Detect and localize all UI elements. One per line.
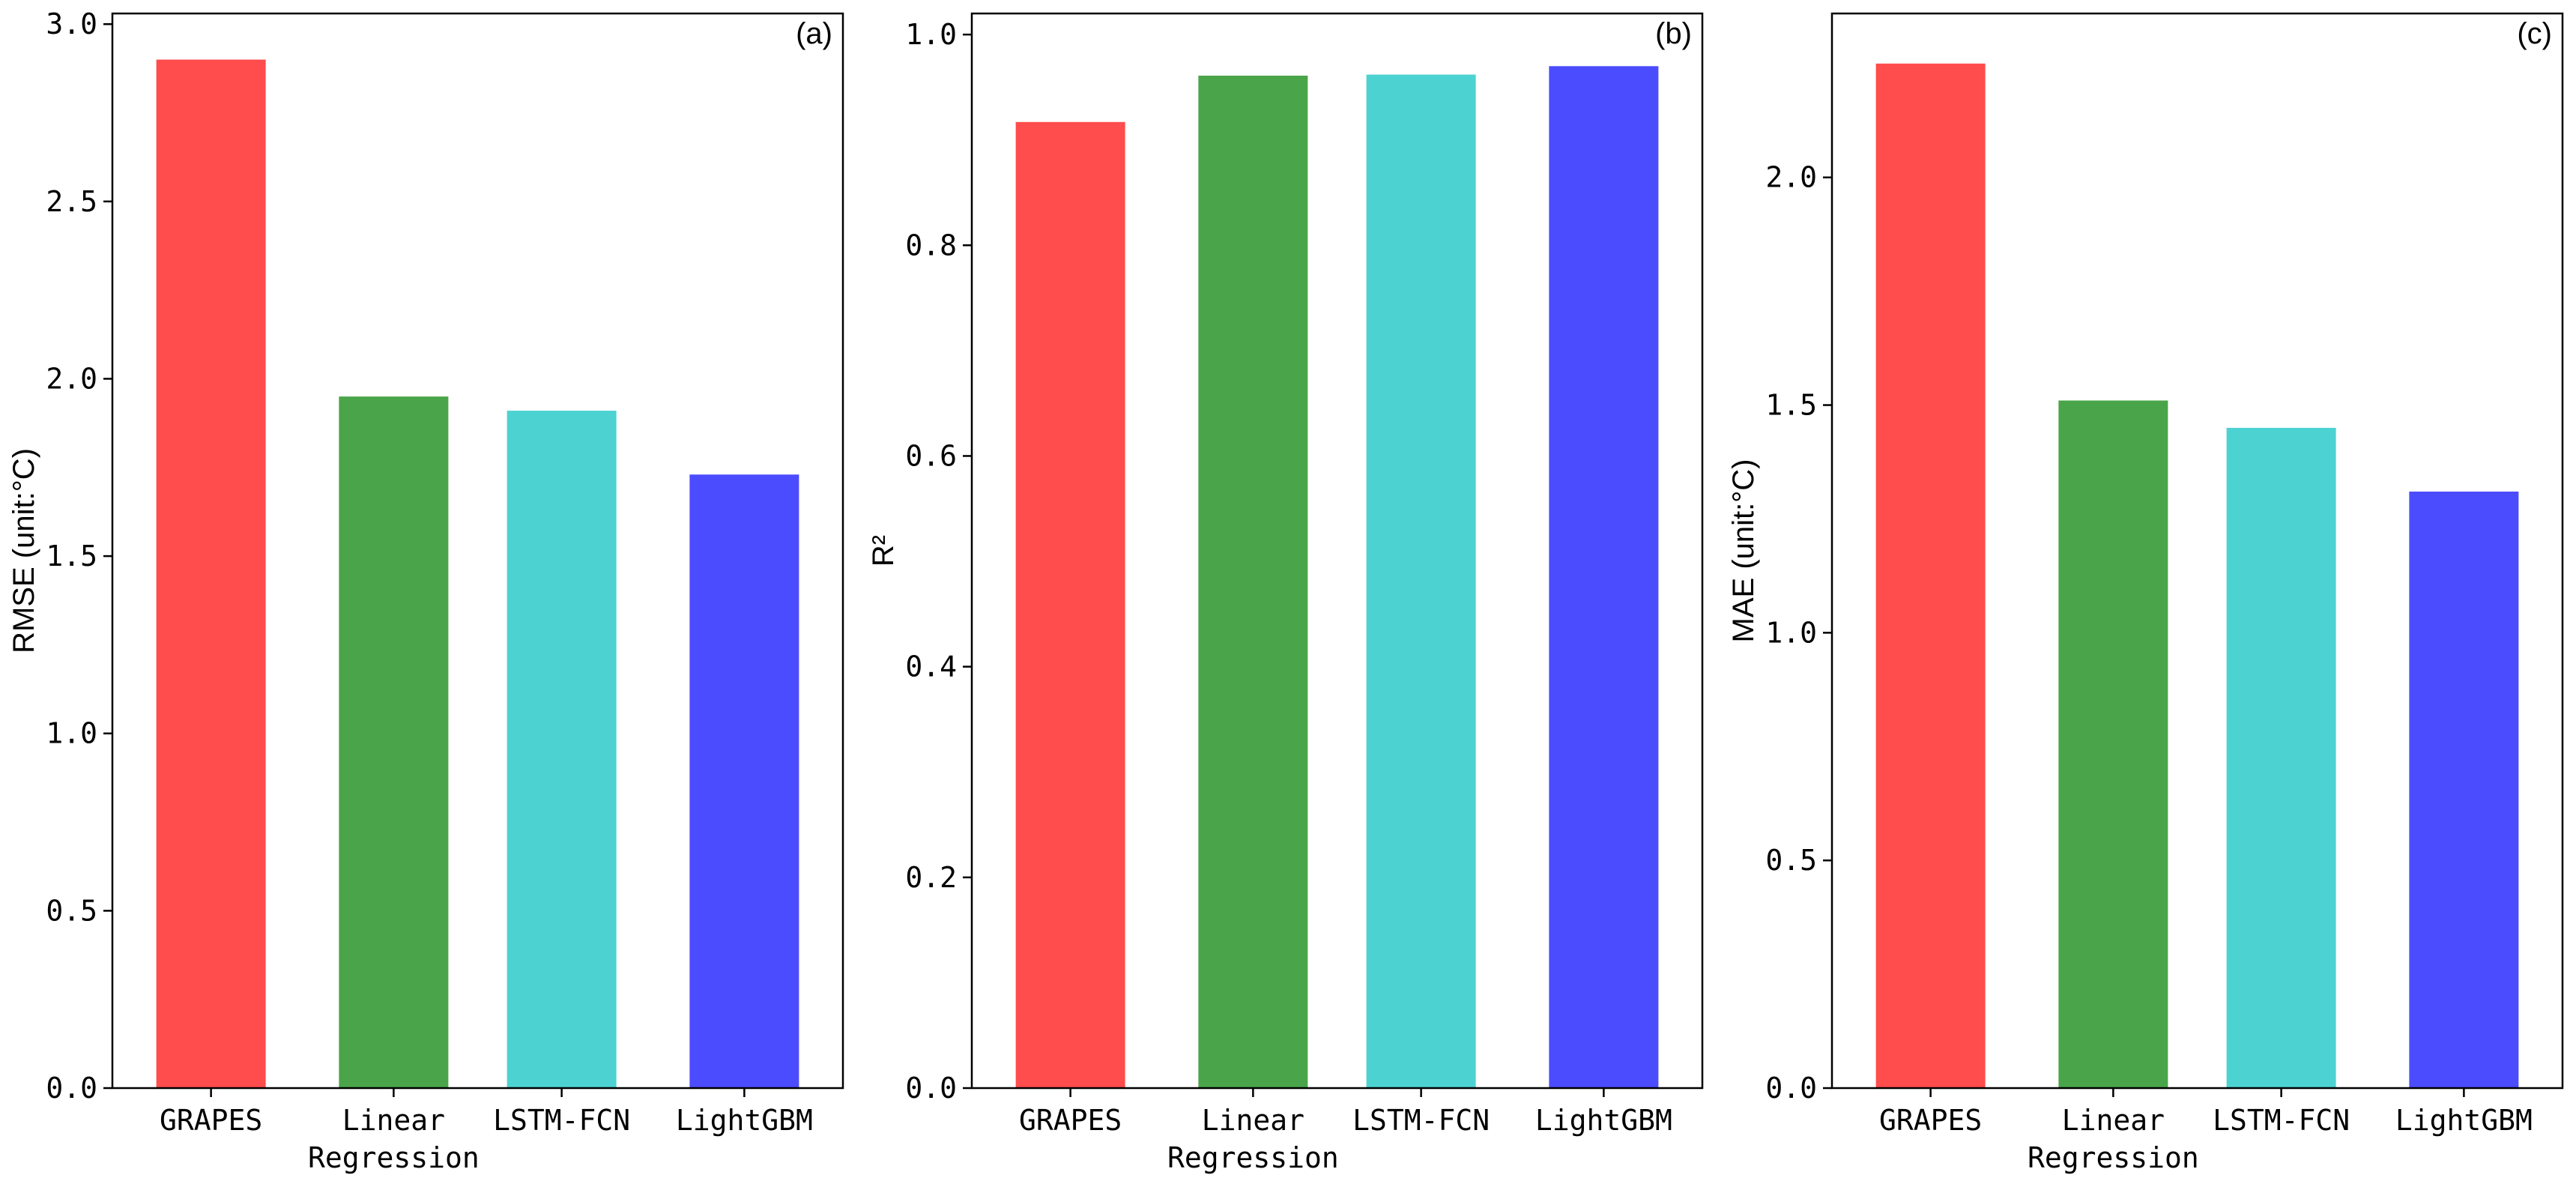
- bar-linear: [339, 396, 449, 1088]
- y-tick-label: 0.8: [905, 229, 957, 262]
- y-tick-label: 0.4: [905, 650, 957, 683]
- x-tick-label: LightGBM: [676, 1104, 813, 1137]
- y-axis-label: R²: [867, 535, 900, 567]
- y-tick-label: 1.0: [905, 18, 957, 51]
- y-tick-label: 0.0: [905, 1072, 957, 1105]
- y-tick-label: 3.0: [46, 7, 97, 40]
- bar-grapes: [1875, 63, 1986, 1088]
- y-axis-label: MAE (unit:°C): [1727, 459, 1760, 643]
- x-tick-label: LightGBM: [2395, 1104, 2533, 1137]
- y-tick-label: 0.0: [1765, 1072, 1817, 1105]
- y-tick-label: 1.5: [1765, 389, 1817, 422]
- panel-label-c: (c): [2517, 17, 2552, 50]
- bar-linear: [1198, 75, 1308, 1089]
- plot-frame: [970, 12, 1704, 1090]
- x-tick-label: LSTM-FCN: [2213, 1104, 2350, 1137]
- x-tick-label-line2: Regression: [308, 1141, 480, 1174]
- panel-a: 0.0 0.5 1.0 1.5 2.0 2.5 3.0 GRAPES Linear Regress…: [7, 7, 844, 1174]
- bar-lightgbm: [2409, 492, 2519, 1088]
- x-tick-label-line2: Regression: [1167, 1141, 1339, 1174]
- bar-grapes: [1015, 121, 1125, 1088]
- bar-lightgbm: [1549, 66, 1659, 1089]
- bar-linear: [2058, 400, 2168, 1088]
- x-tick-label: Linear: [342, 1104, 445, 1137]
- y-tick-label: 0.2: [905, 861, 957, 894]
- y-tick-label: 1.0: [1765, 616, 1817, 649]
- plot-frame: [1830, 12, 2564, 1090]
- x-tick-label: Linear: [1202, 1104, 1304, 1137]
- y-tick-label: 0.0: [46, 1072, 97, 1105]
- x-tick-label: GRAPES: [1879, 1104, 1982, 1137]
- panel-label-a: (a): [796, 17, 832, 50]
- x-tick-label: LSTM-FCN: [1352, 1104, 1490, 1137]
- y-tick-label: 0.6: [905, 439, 957, 472]
- x-tick-label: LightGBM: [1535, 1104, 1672, 1137]
- x-tick-label: GRAPES: [1019, 1104, 1122, 1137]
- x-tick-label: GRAPES: [160, 1104, 262, 1137]
- bar-grapes: [156, 59, 266, 1088]
- y-tick-label: 1.0: [46, 717, 97, 750]
- y-tick-label: 2.0: [46, 362, 97, 395]
- bar-lightgbm: [689, 474, 799, 1088]
- bar-lstm-fcn: [2226, 427, 2336, 1088]
- bar-lstm-fcn: [507, 411, 617, 1088]
- x-tick-label: Linear: [2062, 1104, 2165, 1137]
- plot-frame: [111, 12, 844, 1090]
- y-tick-label: 0.5: [46, 894, 97, 927]
- y-axis-label: RMSE (unit:°C): [7, 448, 40, 653]
- panel-c: 0.0 0.5 1.0 1.5 2.0 GRAPES Linear Regression LST…: [1727, 12, 2564, 1174]
- panel-label-b: (b): [1655, 17, 1692, 50]
- x-tick-label: LSTM-FCN: [493, 1104, 630, 1137]
- y-tick-label: 2.5: [46, 185, 97, 218]
- y-tick-label: 2.0: [1765, 161, 1817, 194]
- panel-b: 0.0 0.2 0.4 0.6 0.8 1.0 GRAPES Linear Regression…: [867, 12, 1704, 1174]
- y-tick-label: 0.5: [1765, 844, 1817, 877]
- x-tick-label-line2: Regression: [2028, 1141, 2199, 1174]
- y-tick-label: 1.5: [46, 540, 97, 573]
- bar-lstm-fcn: [1366, 74, 1476, 1089]
